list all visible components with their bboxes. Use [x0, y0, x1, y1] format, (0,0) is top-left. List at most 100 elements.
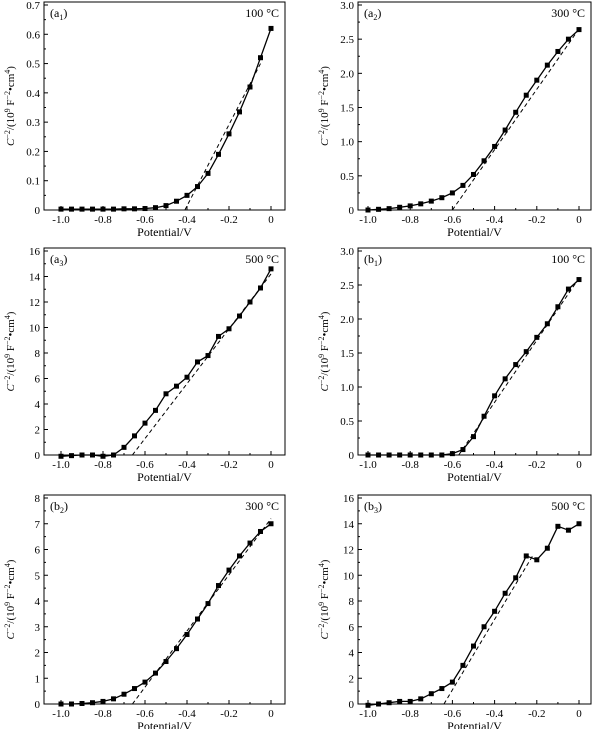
y-tick-label: 0.5	[26, 59, 40, 71]
y-tick-label: 12	[343, 545, 354, 557]
data-point	[132, 686, 137, 692]
data-point	[386, 206, 392, 212]
panel-label: (b2)	[50, 499, 68, 515]
x-tick-label: -0.2	[220, 708, 237, 720]
data-point	[418, 696, 424, 702]
y-tick-label: 5	[35, 570, 41, 582]
data-point	[205, 170, 211, 176]
series-line	[368, 279, 580, 456]
data-point	[523, 349, 529, 355]
y-tick-label: 3.0	[340, 246, 354, 258]
x-tick-label: -0.4	[178, 214, 196, 226]
data-point	[195, 184, 200, 190]
data-point	[397, 204, 403, 210]
temperature-label: 500 °C	[551, 499, 585, 513]
series-line	[61, 523, 272, 705]
data-point	[100, 206, 106, 212]
data-point	[174, 198, 179, 204]
data-point	[565, 286, 571, 292]
x-tick-label: -0.2	[528, 214, 545, 226]
y-tick-label: 1	[35, 673, 41, 685]
data-point	[216, 583, 221, 589]
y-tick-label: 8	[349, 596, 355, 608]
data-point	[121, 444, 127, 450]
data-point	[142, 679, 148, 685]
data-point	[565, 36, 571, 42]
y-tick-label: 0	[35, 699, 41, 711]
data-point	[258, 528, 263, 534]
plot-frame	[357, 1, 592, 211]
y-tick-label: 2	[35, 425, 41, 437]
data-point	[555, 523, 561, 529]
y-tick-label: 1.5	[340, 103, 354, 115]
data-point	[481, 158, 487, 164]
x-axis-label: Potential/V	[447, 470, 502, 484]
x-tick-label: -0.6	[136, 708, 154, 720]
data-point	[58, 453, 64, 459]
y-tick-label: 0.1	[26, 176, 40, 188]
data-point	[132, 433, 137, 439]
y-axis-label: C−2/(109 F−2•cm4)	[317, 559, 331, 639]
data-point	[492, 143, 498, 149]
data-point	[153, 407, 158, 413]
data-point	[79, 700, 85, 706]
data-point	[534, 334, 540, 340]
x-tick-label: -1.0	[359, 708, 377, 720]
y-tick-label: 4	[349, 648, 355, 660]
data-point	[513, 109, 519, 115]
x-tick-label: -0.4	[486, 214, 504, 226]
data-point	[100, 698, 106, 704]
y-tick-label: 2.0	[340, 314, 354, 326]
data-point	[184, 374, 190, 380]
data-point	[258, 285, 263, 291]
y-tick-label: 6	[35, 374, 41, 386]
chart-panel-5: -1.0 -0.8 -0.6 -0.4 -0.2 0 0 1 2 3 4 5 6 7 8 (b2) 300 °C…	[3, 493, 286, 729]
y-tick-label: 1.0	[340, 137, 354, 149]
data-point	[174, 383, 179, 389]
data-point	[471, 643, 476, 649]
y-tick-label: 7	[35, 519, 41, 531]
data-point	[226, 326, 232, 332]
data-point	[523, 553, 529, 559]
data-point	[544, 321, 550, 327]
y-tick-label: 4	[35, 596, 41, 608]
data-point	[460, 447, 466, 453]
plot-frame	[357, 494, 592, 705]
data-point	[163, 391, 169, 397]
x-tick-label: -0.2	[220, 459, 237, 471]
data-point	[205, 601, 211, 607]
y-tick-label: 0	[349, 205, 355, 217]
linear-fit-line	[443, 555, 534, 705]
panel-label: (b3)	[364, 499, 382, 515]
data-point	[365, 207, 371, 213]
data-point	[142, 420, 148, 426]
data-point	[174, 646, 179, 652]
series-line	[367, 29, 580, 211]
data-point	[565, 527, 571, 533]
series-line	[61, 28, 272, 210]
data-point	[258, 55, 263, 61]
x-tick-label: -0.8	[401, 459, 419, 471]
x-tick-label: -0.2	[220, 214, 237, 226]
data-point	[226, 131, 232, 137]
data-point	[142, 206, 148, 212]
x-tick-label: -0.6	[444, 708, 462, 720]
x-tick-label: 0	[576, 459, 582, 471]
data-point	[397, 452, 403, 458]
x-tick-label: -0.6	[444, 459, 462, 471]
data-point	[407, 452, 413, 458]
x-tick-label: -1.0	[52, 708, 70, 720]
data-point	[418, 201, 424, 207]
y-tick-label: 0	[349, 450, 355, 462]
y-tick-label: 0.2	[26, 146, 40, 158]
data-point	[69, 206, 74, 212]
y-tick-label: 2.0	[340, 68, 354, 80]
y-tick-label: 0.3	[26, 117, 40, 129]
x-tick-label: -0.8	[401, 214, 419, 226]
data-point	[268, 521, 274, 527]
data-point	[418, 452, 424, 458]
data-point	[439, 686, 445, 692]
data-point	[471, 171, 476, 177]
y-tick-label: 3.0	[340, 0, 354, 12]
linear-fit-line	[131, 518, 272, 705]
